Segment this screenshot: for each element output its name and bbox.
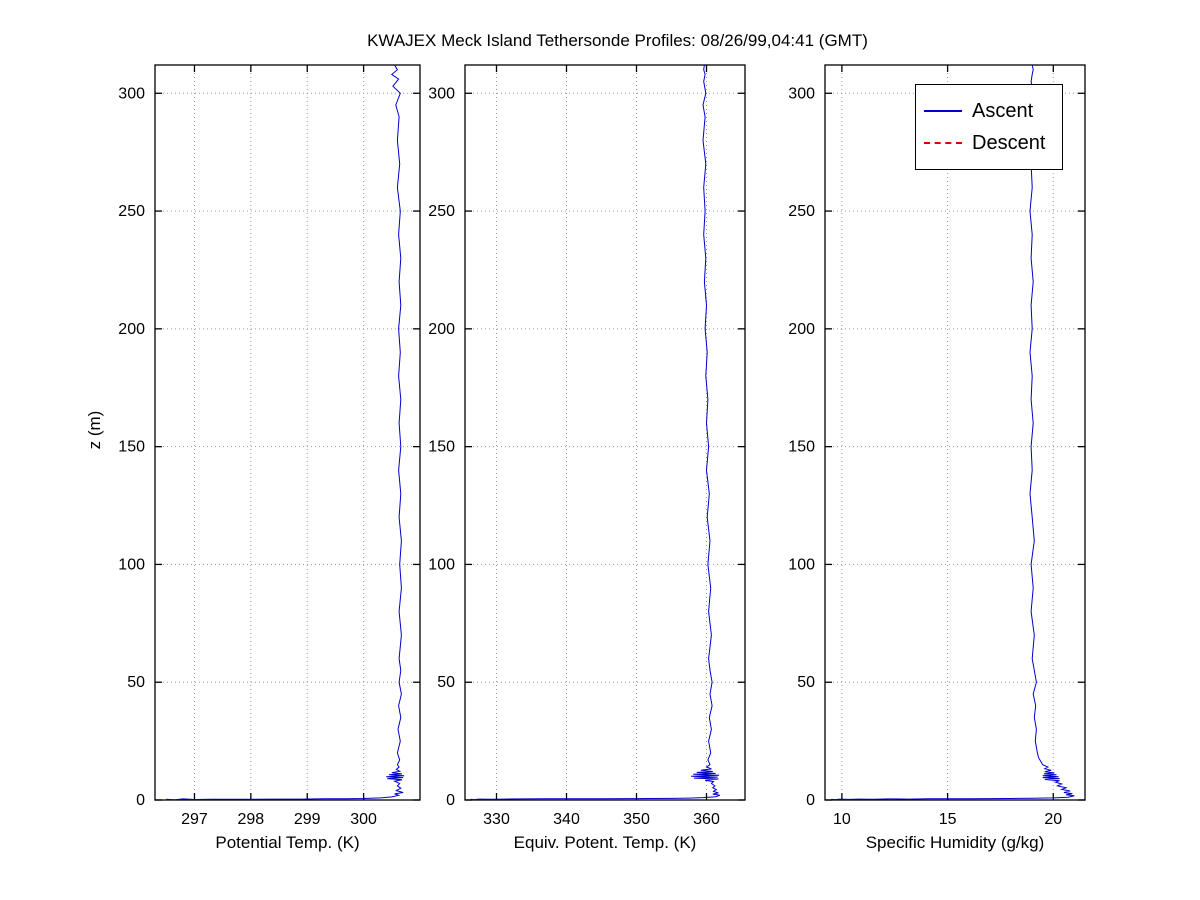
legend: Ascent Descent <box>915 84 1063 170</box>
svg-text:0: 0 <box>806 792 815 809</box>
svg-text:100: 100 <box>788 556 815 573</box>
panel-potential-temp-plot: 297 298 299 300 0 50 100 150 200 250 300 <box>118 64 421 828</box>
svg-text:300: 300 <box>118 85 145 102</box>
svg-text:200: 200 <box>118 321 145 338</box>
svg-text:200: 200 <box>788 321 815 338</box>
svg-text:15: 15 <box>939 811 957 828</box>
svg-text:350: 350 <box>623 811 650 828</box>
svg-text:298: 298 <box>237 811 264 828</box>
ascent-line-sample-icon <box>924 110 962 112</box>
svg-text:0: 0 <box>446 792 455 809</box>
svg-text:200: 200 <box>428 321 455 338</box>
legend-row-ascent: Ascent <box>916 98 1062 124</box>
svg-text:50: 50 <box>797 674 815 691</box>
svg-text:340: 340 <box>553 811 580 828</box>
x-axis-label-equiv-potent-temp: Equiv. Potent. Temp. (K) <box>513 833 697 852</box>
panel-equiv-potent-temp-plot: 330 340 350 360 0 50 100 150 200 250 300 <box>428 64 746 828</box>
svg-text:299: 299 <box>294 811 321 828</box>
svg-text:360: 360 <box>693 811 720 828</box>
svg-text:250: 250 <box>118 203 145 220</box>
svg-text:150: 150 <box>118 439 145 456</box>
legend-row-descent: Descent <box>916 130 1062 156</box>
x-axis-label-specific-humidity: Specific Humidity (g/kg) <box>865 833 1045 852</box>
svg-text:100: 100 <box>428 556 455 573</box>
svg-text:10: 10 <box>833 811 851 828</box>
svg-text:50: 50 <box>437 674 455 691</box>
svg-text:250: 250 <box>788 203 815 220</box>
svg-text:20: 20 <box>1044 811 1062 828</box>
svg-text:300: 300 <box>788 85 815 102</box>
svg-text:100: 100 <box>118 556 145 573</box>
descent-line-sample-icon <box>924 142 962 144</box>
svg-text:330: 330 <box>483 811 510 828</box>
legend-ascent-label: Ascent <box>972 99 1034 122</box>
svg-text:150: 150 <box>428 439 455 456</box>
legend-descent-label: Descent <box>972 131 1046 154</box>
svg-text:50: 50 <box>127 674 145 691</box>
svg-text:300: 300 <box>350 811 377 828</box>
svg-text:150: 150 <box>788 439 815 456</box>
x-axis-label-potential-temp: Potential Temp. (K) <box>215 833 360 852</box>
figure-title: KWAJEX Meck Island Tethersonde Profiles:… <box>367 31 868 50</box>
svg-text:0: 0 <box>136 792 145 809</box>
svg-text:250: 250 <box>428 203 455 220</box>
svg-text:297: 297 <box>181 811 208 828</box>
svg-text:300: 300 <box>428 85 455 102</box>
